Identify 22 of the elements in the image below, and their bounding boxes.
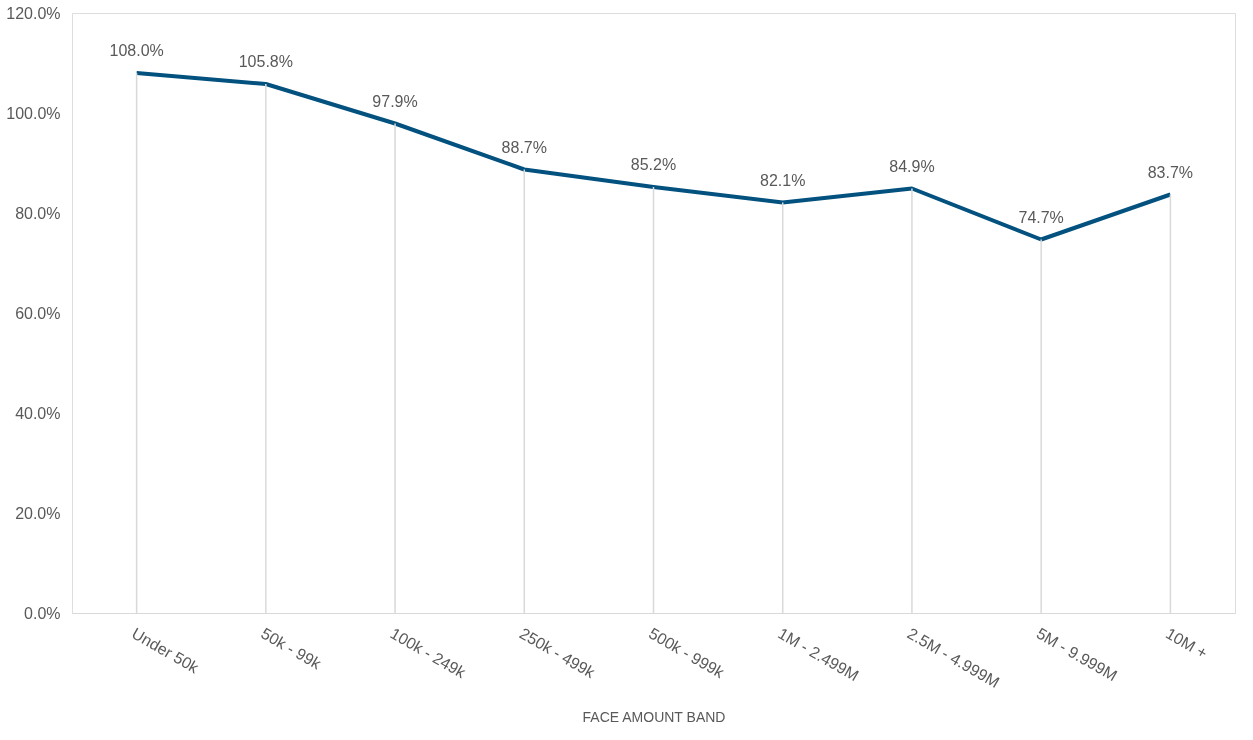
data-label: 83.7% [1147, 163, 1194, 181]
x-tick-label: 500k - 999k [646, 624, 728, 682]
data-label: 97.9% [372, 92, 418, 110]
x-tick-label: 250k - 499k [516, 624, 599, 682]
data-label: 105.8% [238, 53, 293, 70]
x-axis-title: FACE AMOUNT BAND [582, 708, 726, 725]
y-tick-label: 120.0% [6, 4, 61, 22]
x-tick-label: 100k - 249k [387, 624, 470, 682]
y-tick-label: 80.0% [15, 204, 61, 222]
y-tick-label: 60.0% [15, 304, 61, 322]
data-label: 84.9% [889, 157, 935, 175]
data-label: 88.7% [501, 138, 547, 156]
data-label: 82.1% [760, 171, 806, 189]
x-tick-label: 50k - 99k [258, 624, 325, 673]
data-label: 108.0% [109, 42, 164, 59]
y-tick-label: 40.0% [15, 404, 61, 422]
y-tick-label: 100.0% [6, 104, 61, 122]
y-tick-label: 20.0% [15, 504, 61, 522]
data-label: 74.7% [1018, 208, 1064, 226]
x-tick-label: 10M + [1162, 624, 1211, 662]
data-label: 85.2% [630, 156, 677, 173]
y-tick-label: 0.0% [24, 604, 61, 622]
